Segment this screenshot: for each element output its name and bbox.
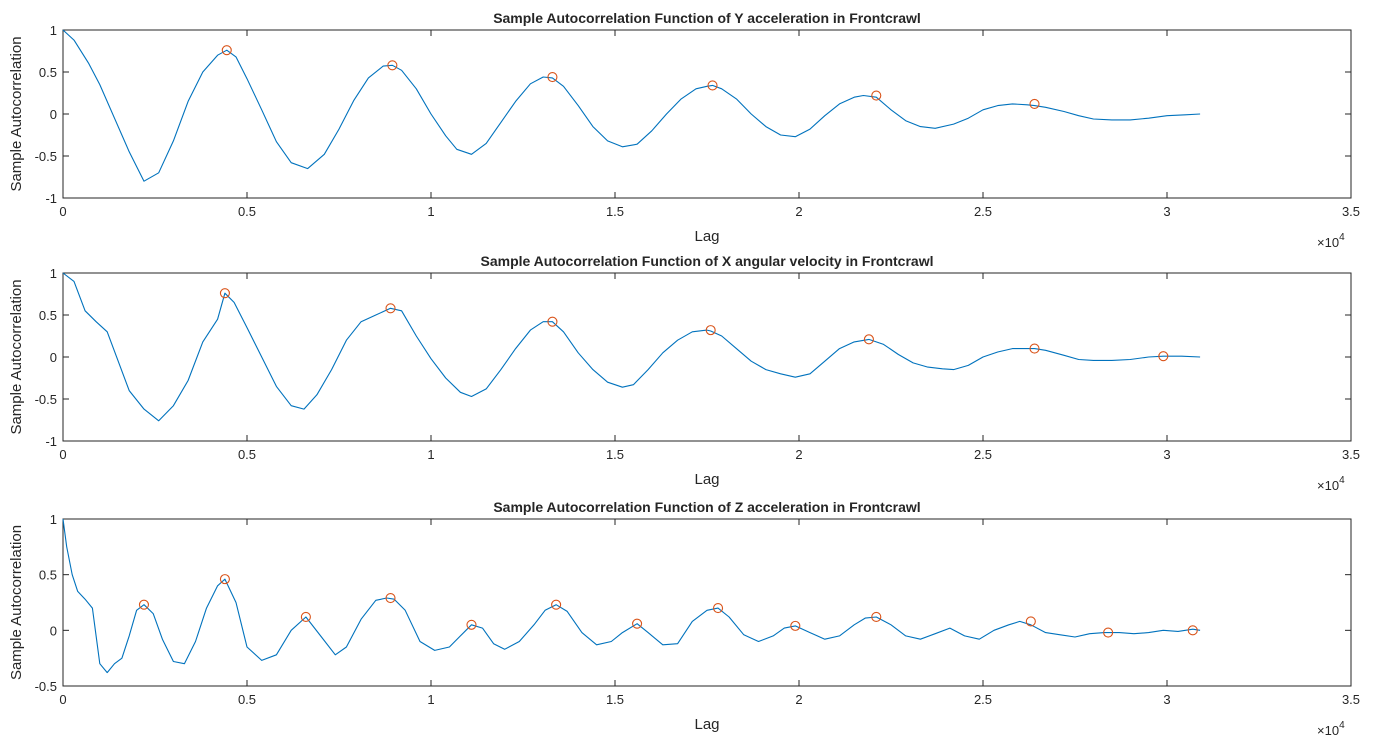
peak-marker	[1025, 616, 1036, 627]
x-tick-label: 1.5	[606, 692, 624, 707]
x-tick-label: 0	[59, 447, 66, 462]
peak-marker	[1103, 627, 1114, 638]
peak-marker	[863, 334, 874, 345]
x-exponent-power: 4	[1339, 232, 1345, 243]
acf-series-line	[62, 272, 1201, 422]
chart-panel-1: 0 0.5 1 1.5 2 2.5 3 3.5 -1 -0.5 0 0.5 1 Sample Autoco…	[8, 10, 1360, 250]
y-tick-label: -1	[45, 434, 57, 449]
x-tick-label: 1	[427, 204, 434, 219]
x-tick-label: 1.5	[606, 204, 624, 219]
x-tick-label: 2.5	[974, 447, 992, 462]
chart-panel-2: 0 0.5 1 1.5 2 2.5 3 3.5 -1 -0.5 0 0.5 1 Sample Autoco…	[8, 253, 1360, 493]
x-tick-label: 3.5	[1342, 692, 1360, 707]
x-tick-label: 3	[1163, 692, 1170, 707]
peak-marker	[871, 611, 882, 623]
x-tick-label: 2.5	[974, 692, 992, 707]
x-tick-label: 0	[59, 204, 66, 219]
y-tick-label: 1	[50, 23, 57, 38]
x-axis-label: Lag	[694, 471, 719, 488]
peak-marker	[705, 325, 716, 336]
x-tick-label: 0.5	[238, 204, 256, 219]
x-tick-label: 3	[1163, 447, 1170, 462]
x-tick-label: 2	[795, 692, 802, 707]
peak-marker	[138, 599, 150, 610]
axes-box	[62, 518, 1352, 687]
x-exponent-power: 4	[1339, 475, 1345, 486]
y-tick-label: -0.5	[35, 392, 57, 407]
peak-marker	[219, 288, 230, 299]
peak-marker	[1158, 351, 1169, 362]
peak-marker	[219, 574, 230, 585]
axes-box	[62, 29, 1352, 199]
y-tick-label: 0	[50, 350, 57, 365]
chart-title: Sample Autocorrelation Function of X ang…	[481, 253, 934, 269]
x-tick-label: 1	[427, 447, 434, 462]
x-axis-label: Lag	[694, 228, 719, 245]
peak-marker	[632, 618, 643, 629]
x-exponent-label: ×104	[1317, 720, 1345, 738]
x-axis-label: Lag	[694, 716, 719, 733]
chart-title: Sample Autocorrelation Function of Y acc…	[493, 10, 921, 26]
y-axis-label: Sample Autocorrelation	[8, 279, 25, 434]
x-tick-label: 2	[795, 204, 802, 219]
y-axis-label: Sample Autocorrelation	[8, 525, 25, 680]
acf-series-line	[62, 29, 1201, 182]
peak-marker	[707, 80, 718, 91]
y-tick-label: -1	[45, 191, 57, 206]
peak-marker	[1187, 625, 1198, 636]
y-tick-label: 0.5	[39, 65, 57, 80]
peak-marker	[1029, 343, 1040, 354]
peak-marker	[385, 303, 396, 314]
y-tick-label: 1	[50, 512, 57, 527]
x-exponent-base: ×10	[1317, 478, 1339, 493]
peak-marker	[300, 611, 311, 623]
y-tick-label: 0	[50, 623, 57, 638]
y-tick-label: 1	[50, 266, 57, 281]
y-tick-label: 0.5	[39, 308, 57, 323]
y-tick-label: -0.5	[35, 679, 57, 694]
x-tick-label: 3	[1163, 204, 1170, 219]
peak-marker	[547, 71, 558, 83]
peak-marker	[466, 619, 477, 630]
x-tick-label: 0	[59, 692, 66, 707]
x-exponent-label: ×104	[1317, 475, 1345, 493]
peak-marker	[387, 60, 398, 71]
peak-marker	[221, 45, 232, 56]
x-tick-label: 3.5	[1342, 204, 1360, 219]
chart-title: Sample Autocorrelation Function of Z acc…	[493, 499, 920, 515]
x-exponent-base: ×10	[1317, 723, 1339, 738]
x-tick-label: 2.5	[974, 204, 992, 219]
peak-marker	[871, 90, 882, 101]
x-tick-label: 1.5	[606, 447, 624, 462]
x-tick-label: 3.5	[1342, 447, 1360, 462]
peak-marker	[551, 599, 562, 610]
x-exponent-power: 4	[1339, 720, 1345, 731]
y-tick-label: 0.5	[39, 568, 57, 583]
peak-marker	[790, 620, 801, 631]
x-exponent-label: ×104	[1317, 232, 1345, 250]
x-tick-label: 0.5	[238, 692, 256, 707]
acf-series-line	[62, 518, 1201, 674]
peak-marker	[1029, 98, 1040, 109]
y-axis-label: Sample Autocorrelation	[8, 36, 25, 191]
y-tick-label: 0	[50, 107, 57, 122]
x-tick-label: 2	[795, 447, 802, 462]
peak-marker	[547, 316, 558, 327]
x-exponent-base: ×10	[1317, 235, 1339, 250]
peak-marker	[385, 592, 396, 604]
y-tick-label: -0.5	[35, 149, 57, 164]
peak-marker	[712, 603, 724, 614]
axes-box	[62, 272, 1352, 442]
x-tick-label: 0.5	[238, 447, 256, 462]
x-tick-label: 1	[427, 692, 434, 707]
